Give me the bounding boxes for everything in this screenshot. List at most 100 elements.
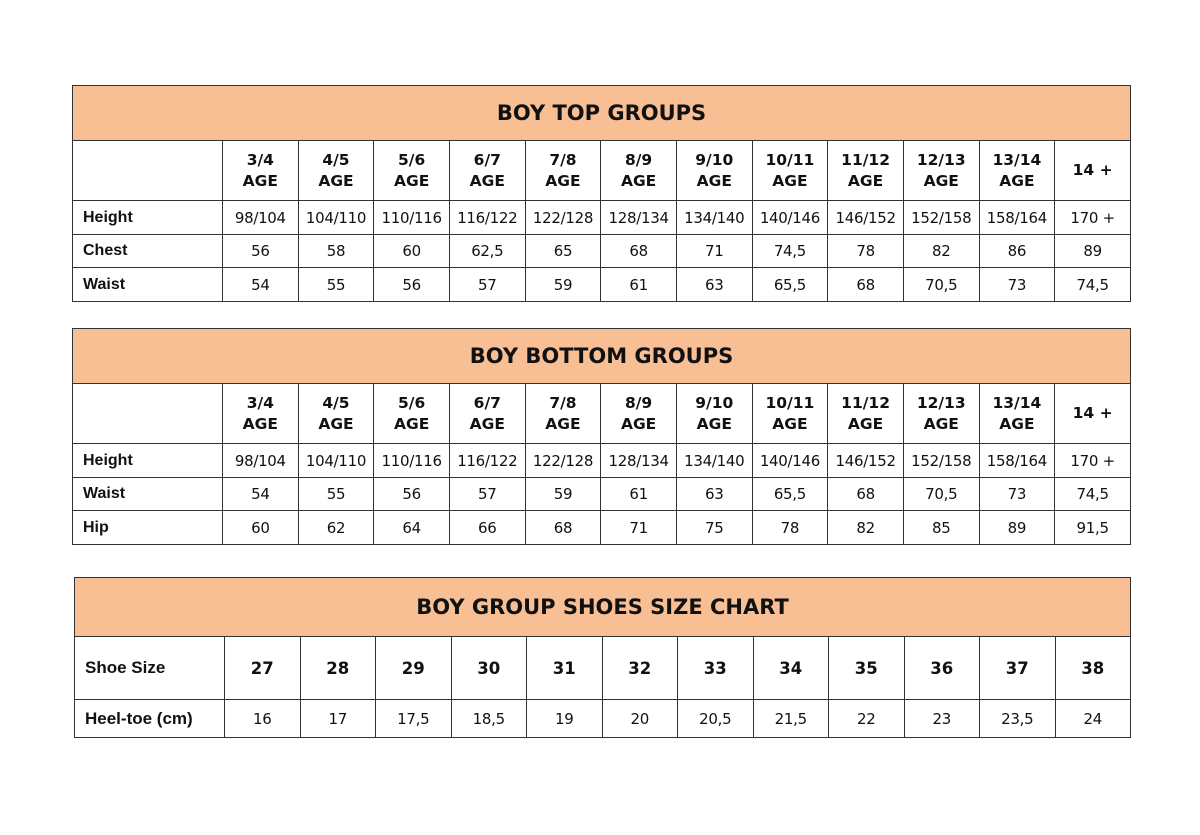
column-header: 11/12 AGE <box>827 140 904 201</box>
column-header-line: AGE <box>923 171 959 190</box>
table-cell: 63 <box>675 477 753 511</box>
table-cell: 134/140 <box>675 200 753 235</box>
column-header-line: 5/6 <box>398 150 426 169</box>
table-cell: 78 <box>751 510 829 545</box>
table-cell: 62 <box>297 510 375 545</box>
table-cell: 116/122 <box>448 200 526 235</box>
table-cell: 89 <box>978 510 1056 545</box>
column-header-line: 14 + <box>1072 404 1113 422</box>
column-header-line: 33 <box>703 658 727 678</box>
table-cell: 18,5 <box>450 699 527 738</box>
column-header: 3/4 AGE <box>222 383 299 444</box>
table-cell: 86 <box>978 234 1056 268</box>
column-header-line: 7/8 <box>549 393 577 412</box>
table-cell: 110/116 <box>373 200 450 235</box>
table-cell: 122/128 <box>524 200 602 235</box>
table-cell: 57 <box>448 267 526 302</box>
column-header: 12/13 AGE <box>902 383 980 444</box>
table-cell: 98/104 <box>222 443 299 478</box>
column-header-line: AGE <box>847 414 884 433</box>
table-cell: 65,5 <box>751 477 829 511</box>
boy-top-groups-table: BOY TOP GROUPS 3/4 AGE 4/5 AGE 5/6 AGE 6/7 AGE 7/… <box>72 85 1131 302</box>
empty-corner-cell <box>72 140 223 201</box>
column-header: 6/7 AGE <box>448 140 526 201</box>
column-header-line: 9/10 <box>695 150 734 169</box>
column-header-line: 12/13 <box>916 393 966 412</box>
column-header-line: AGE <box>620 414 657 433</box>
column-header-line: 30 <box>477 658 501 678</box>
table-cell: 71 <box>600 510 677 545</box>
table-cell: 146/152 <box>827 200 904 235</box>
column-header-line: 7/8 <box>549 150 577 169</box>
table-row: Height 98/104 104/110 110/116 116/122 122/128… <box>72 443 1131 478</box>
column-header-line: 10/11 <box>765 150 815 169</box>
table-cell: 74,5 <box>751 234 829 268</box>
table-row: Hip 60 62 64 66 68 71 75 78 82 85 89 91,5 <box>72 510 1131 545</box>
table-title: BOY BOTTOM GROUPS <box>72 328 1131 384</box>
column-header-line: AGE <box>469 414 505 433</box>
table-title: BOY GROUP SHOES SIZE CHART <box>74 577 1131 637</box>
table-cell: 64 <box>373 510 450 545</box>
table-cell: 104/110 <box>297 200 375 235</box>
column-header-line: 35 <box>854 658 878 678</box>
table-cell: 59 <box>524 267 602 302</box>
column-header: 7/8 AGE <box>524 140 602 201</box>
empty-corner-cell <box>72 383 223 444</box>
table-cell: 128/134 <box>600 200 677 235</box>
table-cell: 66 <box>448 510 526 545</box>
table-cell: 65 <box>524 234 602 268</box>
column-header: 10/11 AGE <box>751 140 829 201</box>
column-header-line: 4/5 <box>322 393 350 412</box>
column-header: 5/6 AGE <box>373 383 450 444</box>
column-header-line: AGE <box>318 171 354 190</box>
column-header-line: 32 <box>628 658 652 678</box>
table-cell: 158/164 <box>978 200 1056 235</box>
column-header: 10/11 AGE <box>751 383 829 444</box>
table-cell: 140/146 <box>751 200 829 235</box>
table-cell: 74,5 <box>1054 477 1131 511</box>
table-cell: 19 <box>526 699 603 738</box>
column-header: 6/7 AGE <box>448 383 526 444</box>
column-header-line: AGE <box>696 171 732 190</box>
header-row: 3/4 AGE 4/5 AGE 5/6 AGE 6/7 AGE 7/8 AGE 8/9 AGE 9/10… <box>72 383 1131 444</box>
table-cell: 61 <box>600 267 677 302</box>
table-cell: 22 <box>828 699 905 738</box>
table-row: Heel-toe (cm) 16 17 17,5 18,5 19 20 20,5 21,5 22 2… <box>74 699 1131 738</box>
column-header-line: AGE <box>318 414 354 433</box>
table-cell: 75 <box>675 510 753 545</box>
table-cell: 54 <box>222 267 299 302</box>
table-cell: 58 <box>297 234 375 268</box>
table-cell: 74,5 <box>1054 267 1131 302</box>
row-label: Waist <box>72 267 223 302</box>
table-cell: 70,5 <box>902 267 980 302</box>
table-cell: 65,5 <box>751 267 829 302</box>
table-cell: 23,5 <box>979 699 1056 738</box>
table-cell: 55 <box>297 267 375 302</box>
column-header-line: AGE <box>393 171 430 190</box>
table-cell: 91,5 <box>1054 510 1131 545</box>
column-header-line: AGE <box>847 171 884 190</box>
table-cell: 23 <box>903 699 980 738</box>
column-header: 14 + <box>1054 140 1131 201</box>
column-header: 33 <box>677 636 754 700</box>
column-header-line: 37 <box>1005 658 1029 678</box>
table-cell: 62,5 <box>448 234 526 268</box>
column-header: 36 <box>903 636 980 700</box>
table-cell: 56 <box>373 477 450 511</box>
column-header: 32 <box>601 636 678 700</box>
column-header: 4/5 AGE <box>297 383 375 444</box>
table-row: Waist 54 55 56 57 59 61 63 65,5 68 70,5 73 74,5 <box>72 267 1131 302</box>
table-cell: 73 <box>978 477 1056 511</box>
table-cell: 56 <box>222 234 299 268</box>
header-row: Shoe Size 27 28 29 30 31 32 33 34 35 36 37 38 <box>74 636 1131 700</box>
table-cell: 170 + <box>1054 200 1131 235</box>
column-header: 11/12 AGE <box>827 383 904 444</box>
table-cell: 68 <box>600 234 677 268</box>
table-cell: 55 <box>297 477 375 511</box>
table-cell: 146/152 <box>827 443 904 478</box>
column-header: 7/8 AGE <box>524 383 602 444</box>
column-header-line: 38 <box>1081 658 1105 678</box>
row-label: Heel-toe (cm) <box>74 699 225 738</box>
column-header: 9/10 AGE <box>675 140 753 201</box>
row-label: Shoe Size <box>74 636 225 700</box>
